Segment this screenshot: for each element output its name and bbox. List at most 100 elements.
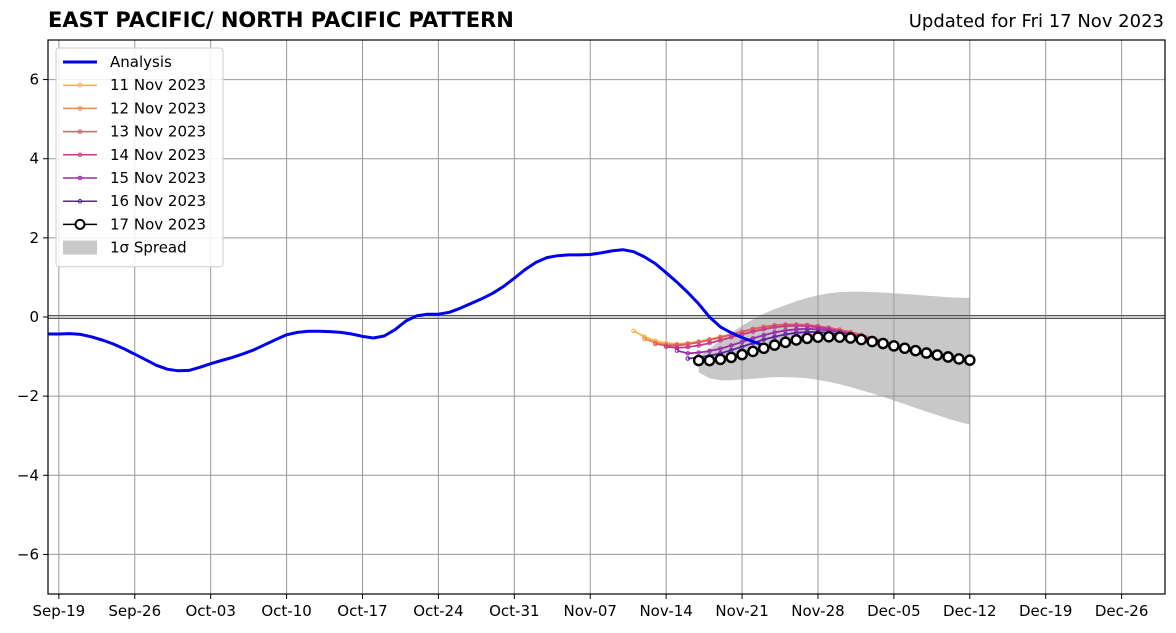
legend-label: 1σ Spread <box>110 239 187 257</box>
latest-forecast-point <box>942 351 954 363</box>
x-tick-label: Nov-21 <box>715 602 768 620</box>
forecast-point <box>696 343 701 348</box>
legend-label: 15 Nov 2023 <box>110 169 206 187</box>
axes-layer: Sep-19 Sep-26 Oct-03 Oct-10 Oct-17 Oct-24 Oct-… <box>17 39 1166 620</box>
forecast-point <box>685 344 691 350</box>
legend-label: 11 Nov 2023 <box>110 76 206 94</box>
legend-marker <box>77 129 83 134</box>
x-tick-label: Dec-05 <box>867 602 921 620</box>
x-tick-label: Nov-14 <box>639 602 692 620</box>
legend-marker <box>77 106 83 111</box>
latest-forecast-point <box>953 353 965 365</box>
latest-forecast-point <box>877 337 889 350</box>
legend-marker <box>77 175 83 181</box>
forecast-point <box>707 348 712 354</box>
x-tick-label: Dec-12 <box>943 602 997 620</box>
legend-label: 12 Nov 2023 <box>110 99 206 117</box>
x-tick-label: Nov-07 <box>564 602 617 620</box>
forecast-point <box>772 324 777 330</box>
legend-label: 14 Nov 2023 <box>110 146 206 164</box>
forecast-point <box>739 329 745 334</box>
x-tick-label: Oct-03 <box>185 602 235 620</box>
y-tick-label: 0 <box>29 308 39 326</box>
forecast-point <box>653 341 658 347</box>
updated-date: Updated for Fri 17 Nov 2023 <box>908 11 1164 32</box>
forecast-point <box>685 356 691 361</box>
analysis-line <box>48 248 765 373</box>
latest-forecast-point <box>866 335 878 348</box>
legend-label: Analysis <box>110 53 172 71</box>
forecast-point <box>739 344 745 349</box>
forecast-point <box>815 326 821 332</box>
forecast-point <box>707 340 712 346</box>
legend-item: 11 Nov 2023 <box>63 76 206 94</box>
x-tick-label: Sep-19 <box>32 602 85 620</box>
forecast-point <box>761 332 767 338</box>
x-tick-label: Oct-24 <box>413 602 463 620</box>
forecast-point <box>772 334 777 340</box>
y-tick-label: −6 <box>17 545 39 563</box>
zero-line-layer <box>48 315 1165 319</box>
y-tick-label: −2 <box>17 387 39 405</box>
latest-forecast-point <box>801 332 813 345</box>
y-tick-label: 6 <box>29 71 39 89</box>
legend-item: 12 Nov 2023 <box>63 99 206 117</box>
forecast-point <box>674 345 680 351</box>
forecast-point <box>750 329 756 334</box>
legend-label: 13 Nov 2023 <box>110 123 206 141</box>
forecast-point <box>663 344 669 349</box>
forecast-point <box>685 351 691 356</box>
forecast-point <box>739 339 745 345</box>
forecast-point <box>783 332 788 337</box>
latest-forecast-point <box>703 354 716 367</box>
legend-item: 14 Nov 2023 <box>63 146 206 164</box>
legend-item: 13 Nov 2023 <box>63 123 206 141</box>
forecast-point <box>718 338 723 343</box>
latest-forecast-point <box>692 354 705 367</box>
legend-marker <box>77 152 83 158</box>
legend-item: 17 Nov 2023 <box>63 215 206 233</box>
latest-forecast-point <box>855 333 868 346</box>
latest-forecast-point <box>736 348 748 361</box>
x-tick-label: Oct-10 <box>261 602 311 620</box>
forecast-point <box>804 323 810 329</box>
latest-forecast-point <box>963 354 976 366</box>
legend-marker <box>77 198 83 204</box>
y-tick-label: 2 <box>29 229 39 247</box>
legend-item: 16 Nov 2023 <box>63 192 206 210</box>
spread-band <box>698 291 970 425</box>
latest-forecast-point <box>833 331 846 343</box>
x-tick-label: Oct-17 <box>337 602 387 620</box>
forecast-point <box>761 326 767 332</box>
forecast-point <box>728 343 734 348</box>
forecast-point <box>631 328 636 334</box>
legend-marker <box>74 218 86 230</box>
legend-swatch <box>63 240 97 255</box>
latest-forecast-point <box>790 334 803 346</box>
legend-item: Analysis <box>63 53 172 71</box>
y-tick-label: 4 <box>29 150 39 168</box>
analysis-layer <box>48 248 765 373</box>
forecast-point <box>750 326 756 332</box>
x-tick-label: Dec-26 <box>1095 602 1149 620</box>
latest-forecast-point <box>812 331 824 343</box>
latest-forecast-point <box>768 339 781 351</box>
forecast-point <box>696 350 701 355</box>
forecast-point <box>642 334 647 340</box>
forecast-point <box>772 330 777 335</box>
latest-forecast-point <box>909 344 922 357</box>
legend-label: 17 Nov 2023 <box>110 215 206 233</box>
chart-title: EAST PACIFIC/ NORTH PACIFIC PATTERN <box>48 8 514 32</box>
latest-forecast-point <box>888 340 900 352</box>
y-tick-label: −4 <box>17 466 39 484</box>
legend: Analysis 11 Nov 2023 12 Nov 2023 13 Nov 202… <box>55 47 224 268</box>
forecast-point <box>728 334 734 340</box>
x-tick-label: Sep-26 <box>108 602 161 620</box>
spread-layer <box>698 291 970 425</box>
x-tick-label: Dec-19 <box>1019 602 1073 620</box>
latest-forecast-point <box>898 342 911 355</box>
latest-forecast-point <box>747 345 759 358</box>
latest-forecast-layer <box>692 330 976 367</box>
legend-label: 16 Nov 2023 <box>110 192 206 210</box>
